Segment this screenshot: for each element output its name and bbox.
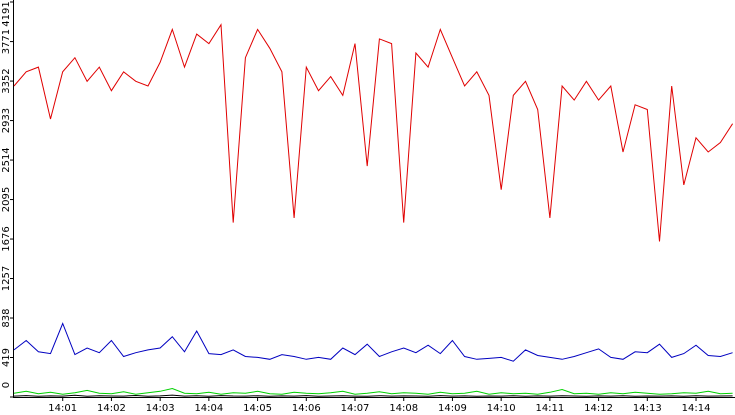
x-tick-label: 14:10 bbox=[487, 403, 516, 414]
x-tick-label: 14:05 bbox=[243, 403, 272, 414]
x-tick-label: 14:01 bbox=[48, 403, 77, 414]
x-tick-label: 14:13 bbox=[633, 403, 662, 414]
y-tick-label: 2933 bbox=[1, 108, 12, 133]
series-line bbox=[13, 322, 733, 362]
x-tick-label: 14:09 bbox=[438, 403, 467, 414]
x-tick-label: 14:11 bbox=[535, 403, 564, 414]
x-tick-label: 14:02 bbox=[97, 403, 126, 414]
series-line bbox=[13, 387, 733, 395]
x-tick-label: 14:03 bbox=[146, 403, 175, 414]
y-tick-label: 3771 bbox=[1, 29, 12, 54]
x-tick-label: 14:12 bbox=[584, 403, 613, 414]
y-tick-label: 838 bbox=[1, 308, 12, 327]
y-tick-label: 4191 bbox=[1, 1, 12, 26]
y-tick-label: 1257 bbox=[1, 266, 12, 291]
y-tick-label: 3352 bbox=[1, 68, 12, 93]
y-tick-label: 0 bbox=[1, 382, 12, 388]
x-tick-label: 14:06 bbox=[292, 403, 321, 414]
y-tick-label: 419 bbox=[1, 348, 12, 367]
y-tick-label: 1676 bbox=[1, 226, 12, 251]
series-line bbox=[13, 23, 734, 242]
series-line bbox=[13, 394, 733, 397]
y-tick-label: 2514 bbox=[1, 147, 12, 172]
x-tick-label: 14:08 bbox=[389, 403, 418, 414]
y-tick-label: 2095 bbox=[1, 187, 12, 212]
x-tick-label: 14:04 bbox=[194, 403, 223, 414]
x-tick-label: 14:07 bbox=[341, 403, 370, 414]
x-tick-label: 14:14 bbox=[682, 403, 711, 414]
